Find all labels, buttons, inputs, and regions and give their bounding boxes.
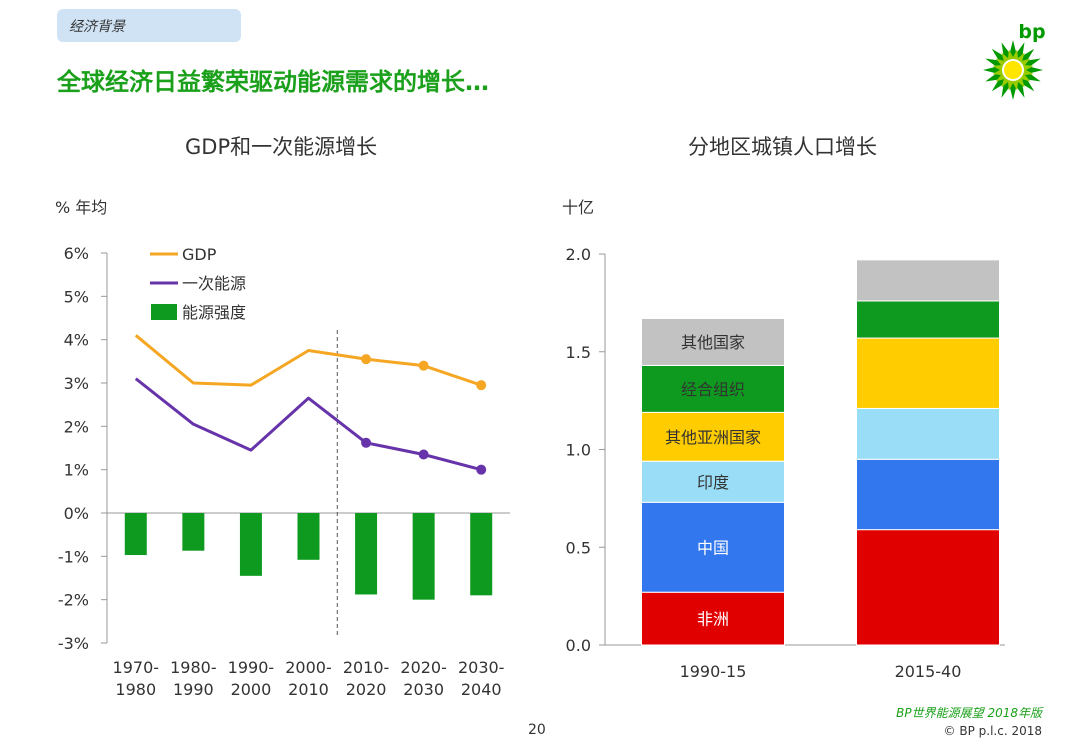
stacked-bar-segment [641,364,785,413]
y-tick-label: 1.5 [566,343,591,362]
primary-energy-point [361,437,372,448]
stacked-bar-segment [641,501,785,593]
stacked-bar-segment [856,407,1000,460]
stacked-bar-segment [856,337,1000,409]
stacked-bar-segment [641,591,785,646]
x-tick-label: 2015-40 [895,662,962,681]
y-tick-label: 0.5 [566,538,591,557]
y-tick-label: 2% [64,417,89,436]
primary-energy-point [418,449,429,460]
stacked-bar-segment [856,259,1000,302]
energy-intensity-bar [297,513,320,560]
segment-label: 非洲 [697,610,729,629]
y-tick-label: -1% [58,547,89,566]
gdp-point [476,380,487,391]
x-tick-label: 2030-2040 [458,658,505,699]
x-tick-label: 2010-2020 [343,658,390,699]
segment-label: 经合组织 [681,380,745,399]
y-axis-label: % 年均 [55,198,107,217]
x-tick-label: 2000-2010 [285,658,332,699]
chart-title-urban: 分地区城镇人口增长 [688,135,877,159]
energy-intensity-bar [124,513,147,556]
stacked-bar-segment [856,458,1000,531]
stacked-bar-segment [856,300,1000,339]
energy-intensity-bar [182,513,205,551]
gdp-point [418,360,429,371]
segment-label: 其他国家 [681,333,745,352]
gdp-energy-chart: % 年均 6% 5% 4% 3% 2% 1% 0% -1% -2% -3% 1970-19801980… [55,198,510,699]
stacked-bar-segment [641,460,785,503]
stacked-bar-segment [856,529,1000,646]
stacked-bar-segment [641,318,785,366]
legend-swatch-bar [151,304,177,320]
footer-copyright: © BP p.l.c. 2018 [943,724,1042,738]
chart-title-gdp: GDP和一次能源增长 [185,135,378,159]
y-tick-label: 1.0 [566,441,591,460]
energy-intensity-bar [412,513,435,600]
segment-label: 印度 [697,473,729,492]
y-tick-label: 5% [64,287,89,306]
y-tick-label: 0.0 [566,636,591,655]
x-tick-label: 1980-1990 [170,658,217,699]
legend-label: GDP [182,245,217,264]
x-tick-label: 1990-2000 [228,658,275,699]
energy-intensity-bar [470,513,493,596]
page-number: 20 [528,722,546,738]
helios-sun-logo-icon [983,40,1043,100]
primary-energy-line [134,377,482,472]
page-headline: 全球经济日益繁荣驱动能源需求的增长… [57,68,489,96]
segment-label: 中国 [697,538,729,557]
legend-label: 能源强度 [182,303,246,322]
bp-logo: bp [983,21,1046,100]
y-tick-label: 2.0 [566,245,591,264]
y-tick-label: 4% [64,331,89,350]
energy-intensity-bar [239,513,262,576]
footer-brand: BP世界能源展望 2018年版 [896,706,1042,720]
logo-text: bp [1018,21,1045,43]
y-tick-label: -2% [58,591,89,610]
sun-core [1004,61,1022,79]
y-axis-label: 十亿 [562,198,594,217]
gdp-line [134,334,482,387]
y-tick-label: 0% [64,504,89,523]
section-tag-label: 经济背景 [69,19,125,35]
x-tick-label: 2020-2030 [400,658,447,699]
stacked-bar-segment [641,411,785,462]
x-tick-label: 1970-1980 [113,658,160,699]
energy-intensity-bar [355,513,378,595]
section-tag: 经济背景 [57,9,241,42]
segment-label: 其他亚洲国家 [665,428,761,447]
y-tick-label: 6% [64,244,89,263]
y-tick-label: -3% [58,634,89,653]
primary-energy-point [476,464,487,475]
legend-label: 一次能源 [182,274,246,293]
y-tick-label: 1% [64,461,89,480]
x-tick-label: 1990-15 [680,662,747,681]
y-tick-label: 3% [64,374,89,393]
gdp-point [361,354,372,365]
